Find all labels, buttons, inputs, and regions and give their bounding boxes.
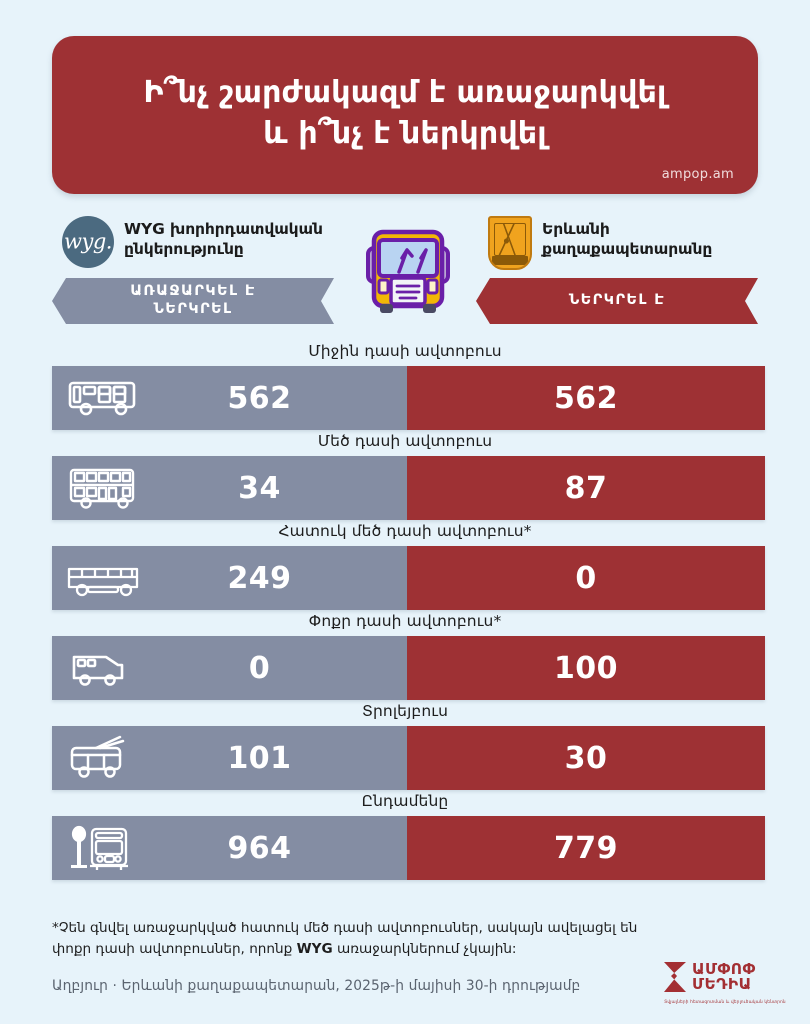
row-label: Միջին դասի ավտոբուս (308, 342, 502, 360)
legend-section: wyg. WYG խորհրդատվական ընկերությունը ԱՌԱ… (0, 212, 810, 337)
page-title: Ի՞նչ շարժակազմ է առաջարկվել և ի՞նչ է ներ… (52, 72, 758, 155)
row-label: Տրոլեյբուս (361, 702, 449, 720)
row-label: Մեծ դասի ավտոբուս (317, 432, 493, 450)
row-bar-imported: 30 (407, 726, 765, 790)
row-value-proposed: 0 (248, 650, 271, 686)
articulated-bus-icon (66, 555, 140, 601)
title-line-1: Ի՞նչ շարժակազմ է առաջարկվել (143, 75, 667, 110)
table-row: Հատուկ մեծ դասի ավտոբուս* (0, 520, 810, 610)
row-bar-proposed: 101 (52, 726, 407, 790)
row-bar-imported: 779 (407, 816, 765, 880)
yerevan-coat-of-arms-icon (488, 216, 532, 270)
wyg-logo-icon: wyg. (62, 216, 114, 268)
ampop-logo-row-1: ԱՄՓՈՓ ՄԵԴԻԱ (662, 960, 788, 994)
footnote-part-1: *Չեն գնվել առաջարկված հատուկ մեծ դասի ավ… (52, 920, 638, 958)
row-label: Ընդամենը (361, 792, 449, 810)
table-row: Միջին դասի ավտոբուս (0, 340, 810, 430)
table-row: Մեծ դասի ավտոբուս (0, 430, 810, 520)
ampop-logo-line-2: ՄԵԴԻԱ (692, 975, 752, 993)
legend-banner-proposed: ԱՌԱՋԱՐԿԵԼ Է ՆԵՐԿՐԵԼ (52, 278, 334, 324)
bus-stop-icon (66, 825, 140, 871)
row-value-proposed: 34 (238, 470, 281, 506)
row-bar-imported: 562 (407, 366, 765, 430)
row-bar-proposed: 964 (52, 816, 407, 880)
ampop-logo-line-1: ԱՄՓՈՓ (692, 959, 756, 978)
wyg-logo-text: wyg. (64, 229, 112, 254)
row-bar: 249 0 (52, 546, 765, 610)
banner-left-line-2: ՆԵՐԿՐԵԼ (153, 301, 233, 317)
ampop-hourglass-icon (662, 960, 688, 994)
comparison-rows: Միջին դասի ավտոբուս (0, 340, 810, 880)
footnote-bold: WYG (296, 941, 333, 958)
table-row: Ընդամենը (0, 790, 810, 880)
row-bar: 101 30 (52, 726, 765, 790)
row-bar-imported: 87 (407, 456, 765, 520)
site-attribution: ampop.am (661, 167, 734, 182)
legend-org-wyg: wyg. WYG խորհրդատվական ընկերությունը (62, 216, 362, 268)
row-bar-proposed: 562 (52, 366, 407, 430)
table-row: Փոքր դասի ավտոբուս* (0, 610, 810, 700)
title-card: Ի՞նչ շարժակազմ է առաջարկվել և ի՞նչ է ներ… (52, 36, 758, 194)
row-value-proposed: 562 (227, 380, 292, 416)
wyg-org-name: WYG խորհրդատվական ընկերությունը (124, 220, 323, 258)
row-value-proposed: 101 (227, 740, 292, 776)
row-bar: 562 562 (52, 366, 765, 430)
row-bar-imported: 100 (407, 636, 765, 700)
city-bus-icon (66, 375, 140, 421)
footnote: *Չեն գնվել առաջարկված հատուկ մեծ դասի ավ… (52, 918, 672, 960)
title-line-2: և ի՞նչ է ներկրվել (263, 116, 547, 152)
row-label: Փոքր դասի ավտոբուս* (308, 612, 502, 630)
row-bar-proposed: 0 (52, 636, 407, 700)
minibus-icon (66, 645, 140, 691)
double-decker-bus-icon (66, 465, 140, 511)
crest-band (492, 256, 528, 265)
bus-hero-illustration-icon (352, 220, 464, 320)
row-value-imported: 30 (564, 740, 608, 776)
footnote-part-2: առաջարկներում չկային: (332, 941, 517, 958)
row-bar-imported: 0 (407, 546, 765, 610)
row-bar: 964 779 (52, 816, 765, 880)
legend-org-yerevan: Երևանի քաղաքապետարանը (488, 216, 768, 270)
row-value-proposed: 249 (227, 560, 292, 596)
trolleybus-icon (66, 735, 140, 781)
row-bar-proposed: 34 (52, 456, 407, 520)
row-label: Հատուկ մեծ դասի ավտոբուս* (278, 522, 532, 540)
row-bar: 34 87 (52, 456, 765, 520)
row-value-imported: 562 (553, 380, 619, 416)
row-value-proposed: 964 (227, 830, 292, 866)
ampop-media-logo[interactable]: ԱՄՓՈՓ ՄԵԴԻԱ Տվյալների հետազոտման և վերլո… (662, 960, 788, 1012)
source-line: Աղբյուր · Երևանի քաղաքապետարան, 2025թ-ի … (52, 978, 581, 994)
row-value-imported: 87 (564, 470, 608, 506)
legend-banner-imported: ՆԵՐԿՐԵԼ Է (476, 278, 758, 324)
row-value-imported: 0 (575, 560, 597, 596)
yerevan-org-name: Երևանի քաղաքապետարանը (542, 220, 713, 258)
crest-lion-icon (494, 223, 526, 256)
banner-left-line-1: ԱՌԱՋԱՐԿԵԼ Է (130, 283, 256, 300)
row-bar-proposed: 249 (52, 546, 407, 610)
ampop-logo-tagline: Տվյալների հետազոտման և վերլուծական կենտր… (664, 999, 786, 1004)
row-bar: 0 100 (52, 636, 765, 700)
row-value-imported: 779 (553, 830, 619, 866)
row-value-imported: 100 (553, 650, 619, 686)
banner-right-line-1: ՆԵՐԿՐԵԼ Է (568, 292, 666, 309)
table-row: Տրոլեյբուս (0, 700, 810, 790)
